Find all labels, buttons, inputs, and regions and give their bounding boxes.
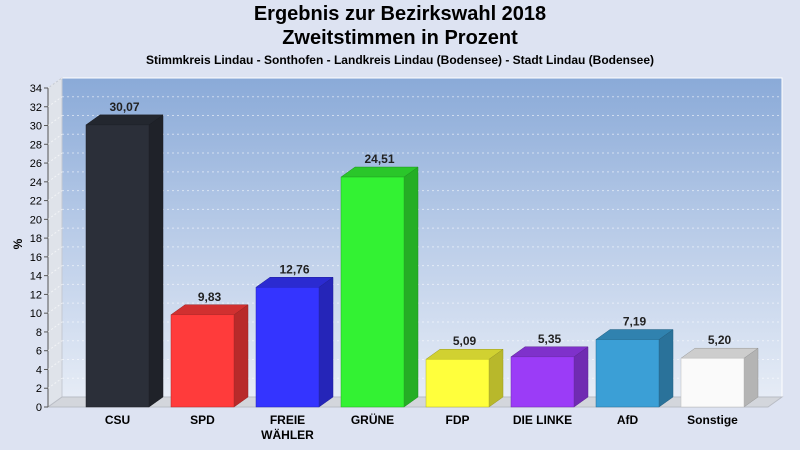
gridline-side bbox=[47, 302, 63, 314]
y-tick-label: 0 bbox=[36, 402, 42, 414]
bar-side bbox=[743, 347, 759, 408]
gridline-side bbox=[47, 321, 63, 333]
y-tick-label: 2 bbox=[36, 383, 42, 395]
y-tick-label: 12 bbox=[30, 289, 42, 301]
bar-front bbox=[680, 357, 745, 408]
data-label: 9,83 bbox=[198, 290, 222, 304]
bar-top bbox=[595, 329, 674, 340]
y-tick-label: 20 bbox=[30, 214, 42, 226]
x-tick-label: AfD bbox=[617, 413, 639, 427]
x-tick-label: FREIE WÄHLER bbox=[261, 413, 314, 442]
chart-title: Ergebnis zur Bezirkswahl 2018 bbox=[253, 3, 547, 25]
gridline-side bbox=[47, 208, 63, 220]
gridline-side bbox=[47, 96, 63, 108]
x-tick-label: GRÜNE bbox=[351, 412, 394, 427]
gridline-side bbox=[47, 284, 63, 295]
bar-die-linke bbox=[510, 346, 589, 408]
x-tick-label: DIE LINKE bbox=[513, 413, 572, 427]
plot-back-wall bbox=[61, 77, 783, 398]
bar-front bbox=[595, 339, 660, 408]
bar-top bbox=[255, 277, 334, 288]
data-label: 30,07 bbox=[109, 100, 139, 114]
data-label: 7,19 bbox=[623, 315, 647, 329]
y-tick-label: 8 bbox=[36, 327, 42, 339]
y-tick-label: 30 bbox=[30, 121, 42, 133]
bar-side bbox=[318, 276, 334, 408]
y-tick-label: 34 bbox=[30, 83, 42, 95]
gridline-side bbox=[47, 340, 63, 352]
bar-front bbox=[510, 356, 575, 408]
bar-front bbox=[85, 124, 150, 408]
y-tick-label: 24 bbox=[30, 177, 42, 189]
bar-spd bbox=[170, 304, 249, 408]
y-tick-label: 14 bbox=[30, 271, 42, 283]
bar-csu bbox=[85, 114, 164, 408]
x-tick-label: SPD bbox=[190, 413, 215, 427]
data-label: 5,35 bbox=[538, 332, 562, 346]
bar-grüne bbox=[340, 166, 419, 408]
bar-side bbox=[573, 346, 589, 408]
bar-top bbox=[680, 347, 759, 359]
bar-top bbox=[170, 304, 249, 316]
bar-top bbox=[340, 166, 419, 178]
data-label: 5,09 bbox=[453, 334, 477, 348]
y-tick-label: 32 bbox=[30, 102, 42, 114]
y-tick-label: 4 bbox=[36, 364, 42, 376]
bar-freie-wähler bbox=[255, 276, 334, 408]
bar-front bbox=[425, 358, 490, 408]
gridline-side bbox=[47, 359, 63, 370]
gridline-side bbox=[47, 115, 63, 126]
bar-side bbox=[148, 114, 164, 408]
y-tick-label: 22 bbox=[30, 196, 42, 208]
gridline-side bbox=[47, 190, 63, 201]
y-tick-label: 6 bbox=[36, 346, 42, 358]
data-label: 24,51 bbox=[364, 152, 394, 166]
gridline-side bbox=[47, 133, 63, 145]
bar-top bbox=[510, 346, 589, 358]
bar-fdp bbox=[425, 348, 504, 408]
y-axis-label: % bbox=[11, 238, 25, 249]
plot-side-wall bbox=[47, 77, 63, 408]
bar-side bbox=[403, 166, 419, 408]
bar-top bbox=[425, 348, 504, 360]
gridline-side bbox=[47, 227, 63, 239]
bar-side bbox=[233, 304, 249, 408]
y-tick-label: 10 bbox=[30, 308, 42, 320]
bar-sonstige bbox=[680, 347, 759, 408]
gridline-side bbox=[47, 246, 63, 258]
gridline-side bbox=[47, 377, 63, 389]
bar-front bbox=[170, 314, 235, 408]
data-label: 5,20 bbox=[708, 333, 732, 347]
gridline-side bbox=[47, 77, 63, 89]
chart-subtitle-main: Zweitstimmen in Prozent bbox=[282, 27, 518, 49]
bar-side bbox=[658, 329, 674, 408]
y-tick-label: 18 bbox=[30, 233, 42, 245]
chart-subtitle-region: Stimmkreis Lindau - Sonthofen - Landkrei… bbox=[145, 53, 655, 67]
bar-afd bbox=[595, 329, 674, 408]
x-tick-label: Sonstige bbox=[687, 413, 738, 427]
y-tick-label: 16 bbox=[30, 252, 42, 264]
y-tick-label: 26 bbox=[30, 158, 42, 170]
gridline-side bbox=[47, 171, 63, 183]
bar-top bbox=[85, 114, 164, 126]
y-tick-label: 28 bbox=[30, 139, 42, 151]
data-label: 12,76 bbox=[279, 262, 309, 276]
x-tick-label: FDP bbox=[446, 413, 470, 427]
gridline-side bbox=[47, 265, 63, 277]
bar-front bbox=[340, 176, 405, 408]
x-tick-label: CSU bbox=[105, 413, 130, 427]
bar-front bbox=[255, 287, 320, 408]
gridline-side bbox=[47, 152, 63, 164]
